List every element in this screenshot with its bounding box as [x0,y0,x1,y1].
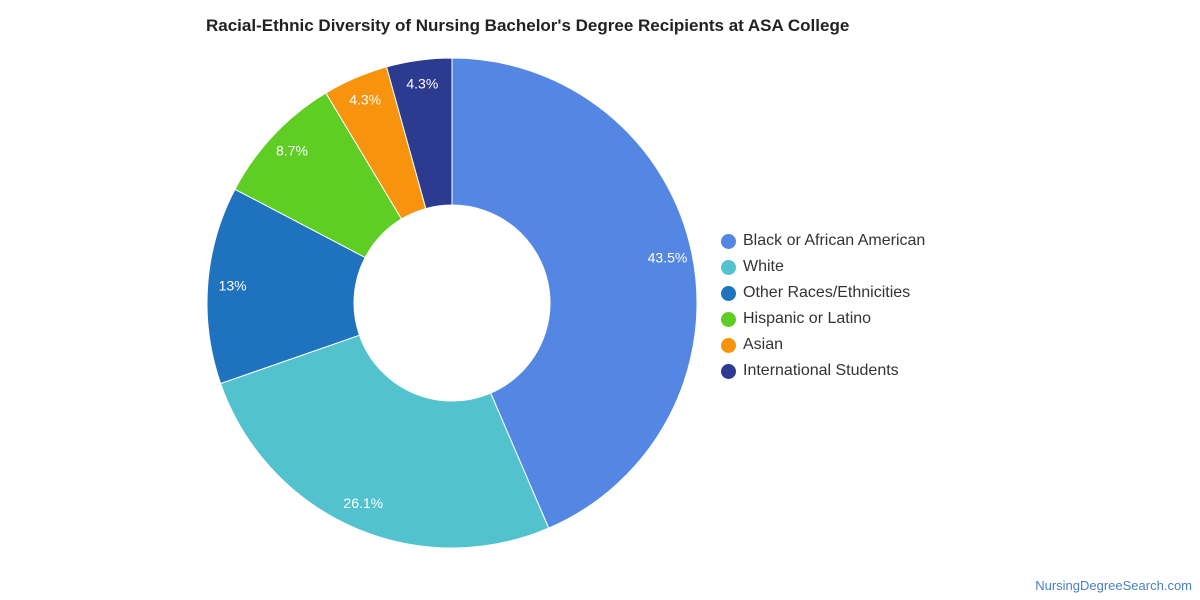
legend-label: International Students [743,362,899,379]
data-label-asian: 4.3% [349,92,381,108]
legend-swatch-icon [721,311,736,327]
legend-item-other-races-ethnicities[interactable]: Other Races/Ethnicities [721,280,925,306]
legend-item-asian[interactable]: Asian [721,332,925,358]
slice-white [219,334,550,549]
legend-label: Hispanic or Latino [743,310,872,327]
source-watermark: NursingDegreeSearch.com [1035,578,1192,593]
data-label-white: 26.1% [343,495,383,511]
legend-item-international-students[interactable]: International Students [721,358,925,384]
legend-swatch-icon [721,259,736,275]
legend-label: Asian [743,336,784,353]
chart-title: Racial-Ethnic Diversity of Nursing Bache… [206,16,850,35]
data-label-black-or-african-american: 43.5% [648,249,688,265]
legend-label: Other Races/Ethnicities [743,284,911,301]
slice-international-students [385,57,453,210]
legend-swatch-icon [721,285,736,301]
legend-item-hispanic-or-latino[interactable]: Hispanic or Latino [721,306,925,332]
data-label-other-races-ethnicities: 13% [219,277,247,293]
chart-legend: Black or African American White Other Race… [721,228,925,384]
slice-other-races-ethnicities [206,188,366,385]
slice-black-or-african-american [451,57,698,529]
legend-swatch-icon [721,337,736,353]
legend-label: Black or African American [743,232,926,249]
legend-swatch-icon [721,233,736,249]
data-label-international-students: 4.3% [406,76,438,92]
data-label-hispanic-or-latino: 8.7% [276,143,308,159]
legend-swatch-icon [721,363,736,379]
legend-label: White [743,258,784,275]
legend-item-black-or-african-american[interactable]: Black or African American [721,228,925,254]
legend-item-white[interactable]: White [721,254,925,280]
